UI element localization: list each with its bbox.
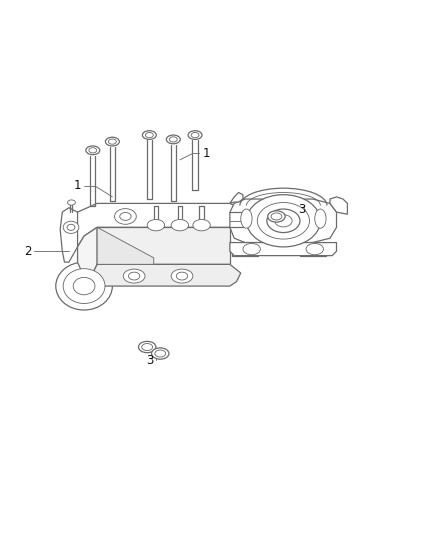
Polygon shape [232,243,258,256]
Ellipse shape [147,220,165,231]
Polygon shape [97,228,154,264]
Ellipse shape [275,215,292,227]
Ellipse shape [115,208,136,224]
Ellipse shape [73,277,95,295]
Polygon shape [78,228,97,277]
Polygon shape [91,264,241,286]
Ellipse shape [56,262,113,310]
Ellipse shape [268,211,285,222]
Ellipse shape [142,343,152,351]
Ellipse shape [67,200,75,205]
Ellipse shape [188,131,202,140]
Ellipse shape [142,131,156,140]
Ellipse shape [109,139,116,144]
Ellipse shape [271,213,282,220]
Polygon shape [300,243,325,256]
Ellipse shape [315,209,326,228]
Text: 1: 1 [202,147,210,160]
Text: 3: 3 [146,353,153,367]
Ellipse shape [306,244,323,255]
Ellipse shape [63,269,105,303]
Ellipse shape [166,135,180,144]
Ellipse shape [63,221,79,233]
Ellipse shape [67,224,75,230]
Ellipse shape [123,269,145,283]
Text: 2: 2 [24,245,31,258]
Ellipse shape [86,146,100,155]
Ellipse shape [152,348,169,359]
Ellipse shape [241,209,252,228]
Ellipse shape [89,148,97,153]
Ellipse shape [267,209,300,232]
Polygon shape [230,243,336,256]
Text: 1: 1 [74,180,81,192]
Ellipse shape [138,341,156,353]
Ellipse shape [193,220,210,231]
Ellipse shape [155,350,166,357]
Ellipse shape [145,133,153,138]
Text: 3: 3 [298,204,305,216]
Polygon shape [78,204,243,247]
Polygon shape [97,228,230,264]
Ellipse shape [247,195,321,247]
Polygon shape [230,199,336,243]
Ellipse shape [191,133,199,138]
Polygon shape [60,208,80,262]
Ellipse shape [120,213,131,220]
Ellipse shape [177,272,187,280]
Ellipse shape [128,272,140,280]
Polygon shape [330,197,347,214]
Ellipse shape [170,137,177,142]
Polygon shape [230,192,243,204]
Ellipse shape [171,269,193,283]
Ellipse shape [243,244,260,255]
Ellipse shape [106,137,119,146]
Ellipse shape [171,220,188,231]
Ellipse shape [257,203,310,239]
